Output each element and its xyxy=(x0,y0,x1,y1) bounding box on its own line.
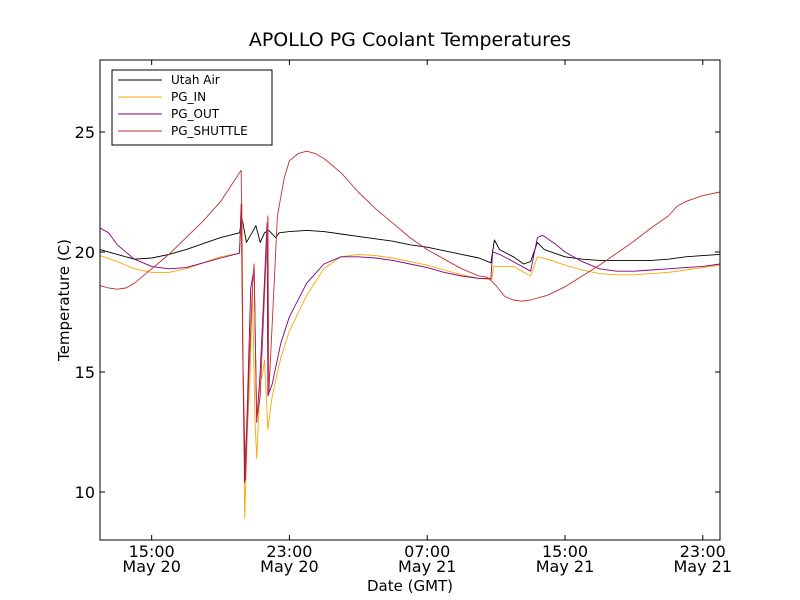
y-tick-label: 20 xyxy=(75,243,95,262)
legend-label-pg-shuttle: PG_SHUTTLE xyxy=(171,124,248,138)
series-line-utah-air xyxy=(99,217,721,265)
x-tick-label-time: 15:00 xyxy=(542,542,588,561)
legend-label-pg-in: PG_IN xyxy=(171,90,206,104)
legend: Utah Air PG_IN PG_OUT PG_SHUTTLE xyxy=(111,69,273,146)
series-line-pg-in xyxy=(99,203,721,519)
x-tick-label-time: 23:00 xyxy=(680,542,726,561)
x-tick-label-date: May 20 xyxy=(122,557,181,576)
x-tick-label-date: May 21 xyxy=(536,557,595,576)
y-tick-label: 10 xyxy=(75,483,95,502)
series-layer xyxy=(99,150,721,519)
legend-box xyxy=(111,69,273,146)
x-tick-label-date: May 21 xyxy=(674,557,733,576)
series-line-pg-shuttle xyxy=(99,150,721,481)
chart-title: APOLLO PG Coolant Temperatures xyxy=(249,29,571,51)
x-tick-label-time: 23:00 xyxy=(266,542,312,561)
x-tick-label-time: 07:00 xyxy=(404,542,450,561)
legend-label-pg-out: PG_OUT xyxy=(171,107,220,121)
x-tick-label-date: May 21 xyxy=(398,557,457,576)
y-tick-label: 15 xyxy=(75,363,95,382)
legend-label-utah-air: Utah Air xyxy=(171,73,220,87)
y-axis-label: Temperature (C) xyxy=(55,239,73,362)
x-tick-label-time: 15:00 xyxy=(129,542,175,561)
y-tick-label: 25 xyxy=(75,123,95,142)
x-tick-label-date: May 20 xyxy=(260,557,319,576)
series-line-pg-out xyxy=(99,203,721,483)
plot-frame xyxy=(99,59,721,541)
x-axis-label: Date (GMT) xyxy=(367,577,453,595)
